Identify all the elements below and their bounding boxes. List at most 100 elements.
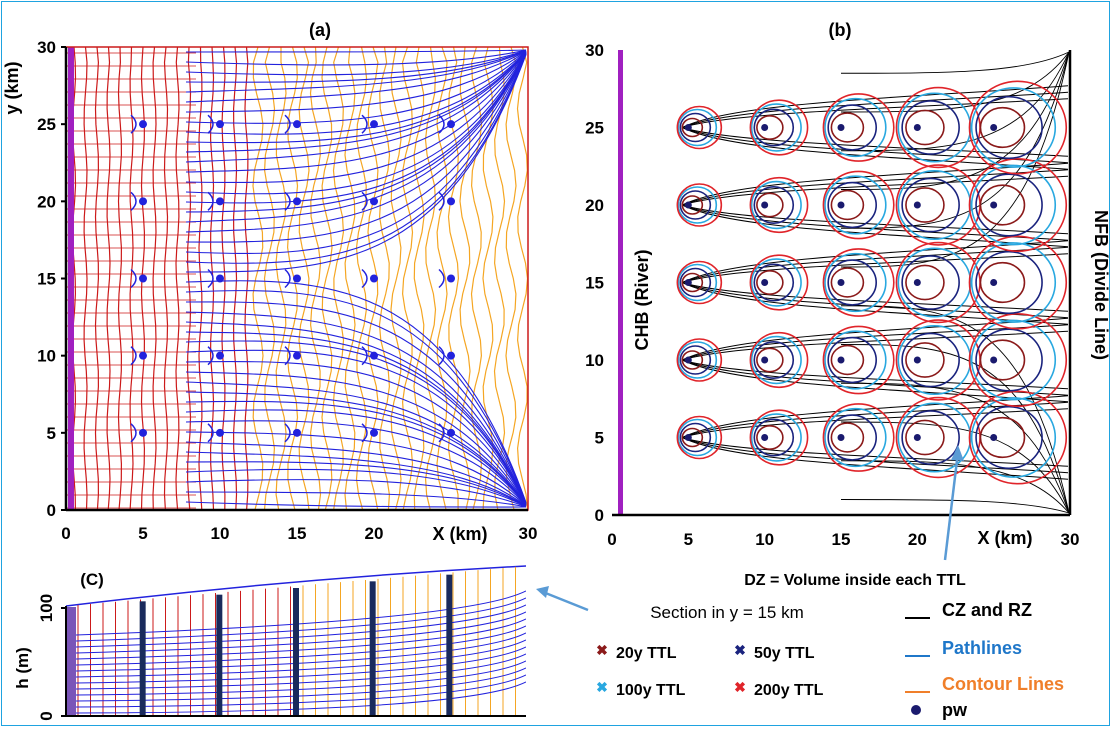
contour-line	[321, 47, 333, 510]
contour-line	[152, 47, 157, 510]
well-point	[139, 274, 147, 283]
panel-b-left-boundary: CHB (River)	[632, 249, 652, 350]
ttl-50	[679, 422, 712, 453]
well-point	[447, 351, 455, 360]
pathline	[185, 391, 527, 506]
well-point	[684, 279, 692, 286]
well-screen	[446, 574, 453, 716]
pathline	[185, 340, 527, 505]
ttl-20	[681, 195, 704, 215]
panel-b: (b) 0 5 10 15 20 25 30 0 5 10 15 20 30 CHB (River) N…	[585, 20, 1111, 589]
section-pathline	[75, 604, 526, 648]
ttl-100	[897, 324, 972, 395]
pathline	[185, 321, 527, 504]
y-tick-label: 0	[37, 711, 56, 720]
ttl-50	[753, 340, 795, 379]
well-point	[684, 124, 692, 131]
well-point	[139, 428, 147, 437]
contour-line	[344, 47, 356, 510]
x-tick-label: 30	[1061, 530, 1080, 549]
well-point	[913, 124, 921, 131]
ttl-50	[679, 112, 712, 143]
section-arrowhead	[536, 586, 549, 598]
capture-curve	[361, 114, 368, 134]
ttl-200	[968, 390, 1068, 485]
contour-line	[482, 47, 494, 510]
ttl-20	[756, 347, 784, 373]
capture-curve	[130, 268, 137, 289]
ttl-100	[970, 319, 1057, 401]
ttl-20	[681, 117, 704, 138]
y-tick-label: 0	[595, 506, 604, 525]
flow-line	[840, 499, 1070, 514]
ttl-20	[905, 419, 945, 456]
contour-line	[83, 47, 88, 510]
capture-curve	[361, 268, 368, 289]
contour-line	[459, 47, 471, 510]
ttl-50	[827, 336, 878, 384]
panel-a-xlabel: X (km)	[432, 524, 487, 544]
ttl-50	[901, 255, 960, 310]
legend-pathline-label: Pathlines	[942, 638, 1022, 658]
pathline	[185, 50, 527, 83]
well-point	[837, 279, 845, 286]
pathline	[185, 51, 527, 153]
ttl-20	[905, 109, 945, 146]
contour-line	[117, 47, 123, 510]
pathline	[185, 501, 527, 508]
pathline	[185, 54, 527, 264]
y-tick-label: 20	[37, 192, 56, 211]
section-pathline	[75, 625, 526, 666]
well-point	[837, 201, 845, 209]
ttl-50	[901, 410, 960, 465]
capture-curve	[361, 423, 368, 443]
legend-cz-label: CZ and RZ	[942, 600, 1032, 620]
pathline	[185, 409, 527, 506]
ttl-20	[756, 424, 784, 450]
contour-line	[275, 47, 287, 510]
capture-curve	[438, 346, 445, 366]
contour-line	[516, 47, 528, 510]
capture-zone	[682, 324, 1069, 396]
ttl-100	[970, 164, 1057, 246]
section-pathline	[75, 618, 526, 660]
flow-line	[840, 382, 1070, 514]
flow-line	[840, 460, 1070, 514]
ttl-100	[824, 252, 887, 313]
well-point	[370, 274, 378, 283]
ttl-50	[901, 100, 960, 155]
capture-zone	[682, 175, 1069, 235]
well-point	[761, 124, 769, 131]
ttl-200	[676, 338, 723, 382]
ttl-50	[679, 345, 712, 375]
ttl-100	[897, 247, 972, 318]
capture-curve	[207, 114, 214, 134]
pathline	[185, 311, 527, 504]
pathline	[185, 49, 527, 66]
x-tick-label: 30	[519, 524, 538, 543]
ttl-100	[677, 341, 718, 379]
pathline	[185, 54, 527, 273]
x-tick-label: 20	[365, 524, 384, 543]
pathline	[185, 290, 527, 503]
annotation-arrowhead	[951, 445, 964, 461]
well-point	[216, 351, 224, 360]
contour-line	[129, 47, 134, 510]
contour-line	[355, 47, 368, 510]
panel-c: (C) 0 100 h (m) Section in y = 15 km	[13, 565, 804, 721]
pathline	[185, 349, 527, 505]
well-point	[216, 428, 224, 437]
capture-curve	[284, 423, 291, 443]
legend-20y-label: 20y TTL	[616, 645, 677, 662]
well-point	[370, 120, 378, 129]
ttl-100	[897, 170, 972, 241]
well-point	[990, 356, 998, 364]
ttl-100	[677, 263, 718, 302]
x-tick-label: 10	[755, 530, 774, 549]
ttl-50	[975, 173, 1043, 237]
ttl-20	[905, 342, 945, 378]
well-point	[447, 274, 455, 283]
ttl-20	[756, 269, 784, 295]
ttl-50	[975, 95, 1043, 160]
ttl-20	[979, 261, 1026, 304]
